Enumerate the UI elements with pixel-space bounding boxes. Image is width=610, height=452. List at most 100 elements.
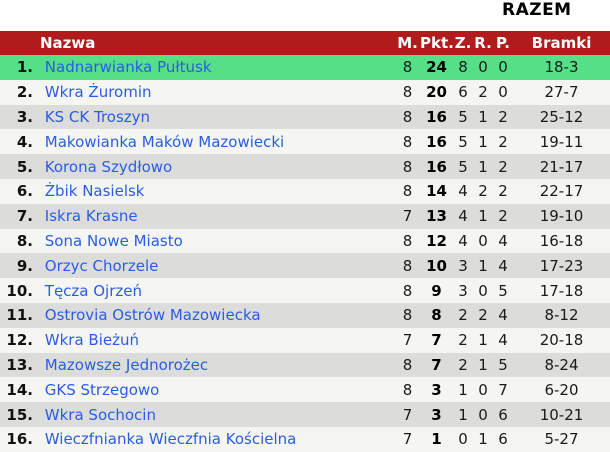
team-link[interactable]: Orzyc Chorzele [44, 256, 159, 275]
losses-cell: 0 [498, 83, 508, 102]
goals-cell: 20-18 [539, 331, 584, 350]
points-cell: 3 [431, 405, 442, 424]
matches-cell: 8 [402, 380, 413, 399]
draws-cell: 2 [478, 182, 488, 201]
team-link[interactable]: Żbik Nasielsk [44, 182, 145, 201]
points-cell: 16 [426, 157, 447, 176]
losses-cell: 2 [498, 157, 508, 176]
header-row: Nazwa M. Pkt. Z. R. P. Bramki [0, 31, 610, 55]
rank-label: 5. [16, 157, 33, 176]
team-link[interactable]: GKS Strzegowo [44, 380, 160, 399]
team-link[interactable]: Korona Szydłowo [44, 157, 173, 176]
goals-cell: 16-18 [539, 231, 584, 250]
team-link[interactable]: Iskra Krasne [44, 207, 138, 226]
losses-cell: 4 [498, 331, 508, 350]
points-cell: 10 [426, 256, 447, 275]
team-link[interactable]: Sona Nowe Miasto [44, 231, 183, 250]
matches-cell: 7 [402, 331, 413, 350]
team-link[interactable]: Nadnarwianka Pułtusk [44, 58, 212, 77]
draws-cell: 1 [478, 207, 488, 226]
table-row: 12. Wkra Bieżuń 7 7 2 1 4 20-18 [0, 327, 610, 353]
rank-label: 12. [6, 331, 33, 350]
losses-cell: 6 [498, 430, 508, 449]
draws-cell: 1 [478, 331, 488, 350]
wins-cell: 5 [458, 132, 468, 151]
matches-cell: 8 [402, 132, 413, 151]
team-cell: 2. Wkra Żuromin [0, 80, 395, 105]
matches-cell: 8 [402, 281, 413, 300]
draws-cell: 1 [478, 256, 488, 275]
matches-cell: 8 [402, 107, 413, 126]
col-header-wins: Z. [453, 31, 473, 55]
wins-cell: 3 [458, 281, 468, 300]
team-cell: 15. Wkra Sochocin [0, 402, 395, 427]
draws-cell: 0 [478, 380, 488, 399]
rank-label: 13. [6, 355, 33, 374]
points-cell: 7 [431, 331, 442, 350]
table-row: 9. Orzyc Chorzele 8 10 3 1 4 17-23 [0, 253, 610, 279]
table-row: 5. Korona Szydłowo 8 16 5 1 2 21-17 [0, 154, 610, 179]
table-row: 3. KS CK Troszyn 8 16 5 1 2 25-12 [0, 104, 610, 130]
losses-cell: 7 [498, 380, 508, 399]
team-cell: 7. Iskra Krasne [0, 204, 395, 229]
points-cell: 20 [426, 83, 447, 102]
col-header-draws: R. [473, 31, 493, 55]
table-row: 2. Wkra Żuromin 8 20 6 2 0 27-7 [0, 79, 610, 105]
wins-cell: 1 [458, 380, 468, 399]
losses-cell: 2 [498, 182, 508, 201]
team-link[interactable]: Mazowsze Jednorożec [44, 355, 209, 374]
goals-cell: 8-12 [544, 306, 579, 325]
table-row: 8. Sona Nowe Miasto 8 12 4 0 4 16-18 [0, 228, 610, 254]
table-row: 16. Wieczfnianka Wieczfnia Kościelna 7 1… [0, 426, 610, 452]
rank-label: 11. [6, 306, 33, 325]
standings-table: Nazwa M. Pkt. Z. R. P. Bramki 1. Nadnarw… [0, 31, 610, 452]
team-cell: 3. KS CK Troszyn [0, 105, 395, 130]
team-cell: 9. Orzyc Chorzele [0, 253, 395, 278]
team-cell: 14. GKS Strzegowo [0, 377, 395, 402]
wins-cell: 5 [458, 157, 468, 176]
team-link[interactable]: KS CK Troszyn [44, 107, 151, 126]
draws-cell: 0 [478, 405, 488, 424]
matches-cell: 8 [402, 231, 413, 250]
goals-cell: 5-27 [544, 430, 579, 449]
matches-cell: 8 [402, 182, 413, 201]
table-top-bar: RAZEM [0, 0, 610, 31]
wins-cell: 4 [458, 207, 468, 226]
points-cell: 3 [431, 380, 442, 399]
points-cell: 9 [431, 281, 442, 300]
losses-cell: 0 [498, 58, 508, 77]
matches-cell: 8 [402, 157, 413, 176]
goals-cell: 18-3 [544, 58, 579, 77]
team-cell: 12. Wkra Bieżuń [0, 328, 395, 353]
wins-cell: 5 [458, 107, 468, 126]
team-cell: 11. Ostrovia Ostrów Mazowiecka [0, 303, 395, 328]
col-header-losses: P. [493, 31, 513, 55]
goals-cell: 25-12 [539, 107, 584, 126]
goals-cell: 8-24 [544, 355, 579, 374]
team-cell: 10. Tęcza Ojrzeń [0, 278, 395, 303]
wins-cell: 2 [458, 331, 468, 350]
team-link[interactable]: Wkra Sochocin [44, 405, 156, 424]
matches-cell: 8 [402, 355, 413, 374]
losses-cell: 2 [498, 132, 508, 151]
col-header-matches: M. [395, 31, 420, 55]
team-link[interactable]: Wieczfnianka Wieczfnia Kościelna [44, 430, 297, 449]
wins-cell: 4 [458, 231, 468, 250]
losses-cell: 6 [498, 405, 508, 424]
points-cell: 8 [431, 306, 442, 325]
col-header-points: Pkt. [420, 31, 453, 55]
rank-label: 4. [16, 132, 33, 151]
rank-label: 9. [16, 256, 33, 275]
team-link[interactable]: Wkra Bieżuń [44, 331, 139, 350]
matches-cell: 7 [402, 405, 413, 424]
draws-cell: 1 [478, 355, 488, 374]
team-link[interactable]: Ostrovia Ostrów Mazowiecka [44, 306, 261, 325]
team-link[interactable]: Wkra Żuromin [44, 83, 152, 102]
rank-label: 1. [16, 58, 33, 77]
draws-cell: 1 [478, 132, 488, 151]
rank-label: 14. [6, 380, 33, 399]
team-link[interactable]: Tęcza Ojrzeń [44, 281, 143, 300]
team-link[interactable]: Makowianka Maków Mazowiecki [44, 132, 285, 151]
goals-cell: 17-23 [539, 256, 584, 275]
table-row: 14. GKS Strzegowo 8 3 1 0 7 6-20 [0, 377, 610, 403]
